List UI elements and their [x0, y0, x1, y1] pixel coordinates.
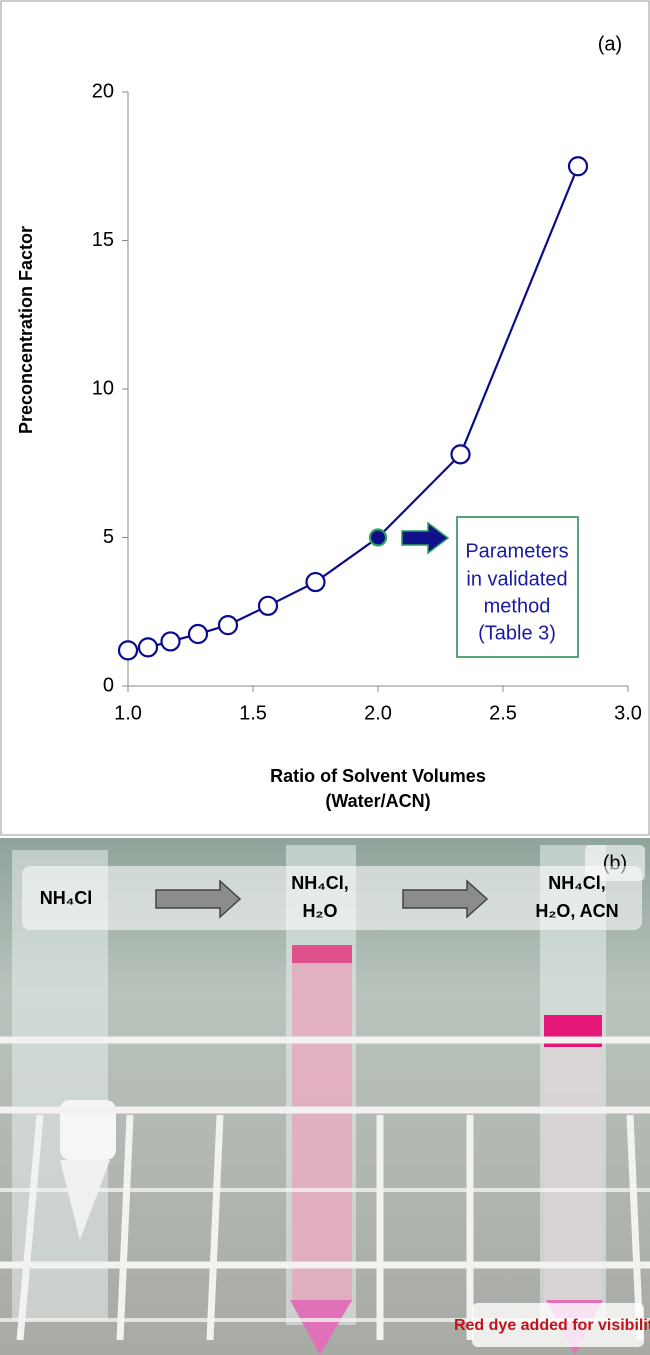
- data-point: [217, 615, 239, 636]
- note-box: [472, 1303, 644, 1347]
- x-axis-title: Ratio of Solvent Volumes: [270, 766, 486, 786]
- data-point: [450, 444, 471, 465]
- y-tick-label: 15: [92, 229, 114, 251]
- annotation-text: (Table 3): [478, 622, 556, 644]
- data-point: [160, 631, 181, 652]
- step-text: H₂O, ACN: [535, 901, 618, 921]
- data-point: [567, 156, 589, 177]
- liquid: [292, 963, 352, 1303]
- x-tick-label: 2.5: [489, 702, 517, 724]
- annotation-text: in validated: [466, 568, 567, 590]
- panel-label: (a): [598, 33, 622, 55]
- tube-tip: [60, 1160, 110, 1240]
- data-point: [257, 595, 279, 616]
- data-point: [187, 623, 209, 645]
- photo: (b) NH₄Cl NH₄Cl, H₂O NH₄Cl, H₂O, ACN Red…: [0, 838, 650, 1355]
- step-banner: [22, 866, 642, 930]
- step-text: H₂O: [303, 901, 338, 921]
- liquid: [292, 945, 352, 963]
- data-point: [137, 637, 159, 658]
- step-text: NH₄Cl,: [548, 873, 606, 893]
- x-tick-label: 3.0: [614, 702, 642, 724]
- series-line: [127, 165, 580, 652]
- highlighted-point: [368, 528, 388, 547]
- x-tick-label: 1.0: [114, 702, 142, 724]
- x-tick-label: 2.0: [364, 702, 392, 724]
- step-text: NH₄Cl,: [291, 873, 349, 893]
- y-tick-label: 20: [92, 80, 114, 102]
- x-axis-title: (Water/ACN): [325, 791, 430, 811]
- chart-frame: [0, 0, 650, 836]
- note-text: Red dye added for visibility: [454, 1317, 650, 1334]
- annotation-arrow: [401, 521, 450, 555]
- annotation-text: Parameters: [465, 540, 568, 562]
- y-tick-label: 0: [103, 674, 114, 696]
- annotation-text: method: [484, 595, 551, 617]
- y-tick-label: 10: [92, 377, 114, 399]
- data-point: [117, 640, 139, 661]
- step-text: NH₄Cl: [40, 888, 93, 908]
- data-point: [305, 571, 326, 593]
- annotation-box: [456, 516, 579, 658]
- y-tick-label: 5: [103, 526, 114, 548]
- x-tick-label: 1.5: [239, 702, 267, 724]
- powder: [60, 1100, 116, 1160]
- step-arrow: [155, 879, 489, 919]
- y-axis-title: Preconcentration Factor: [16, 226, 36, 434]
